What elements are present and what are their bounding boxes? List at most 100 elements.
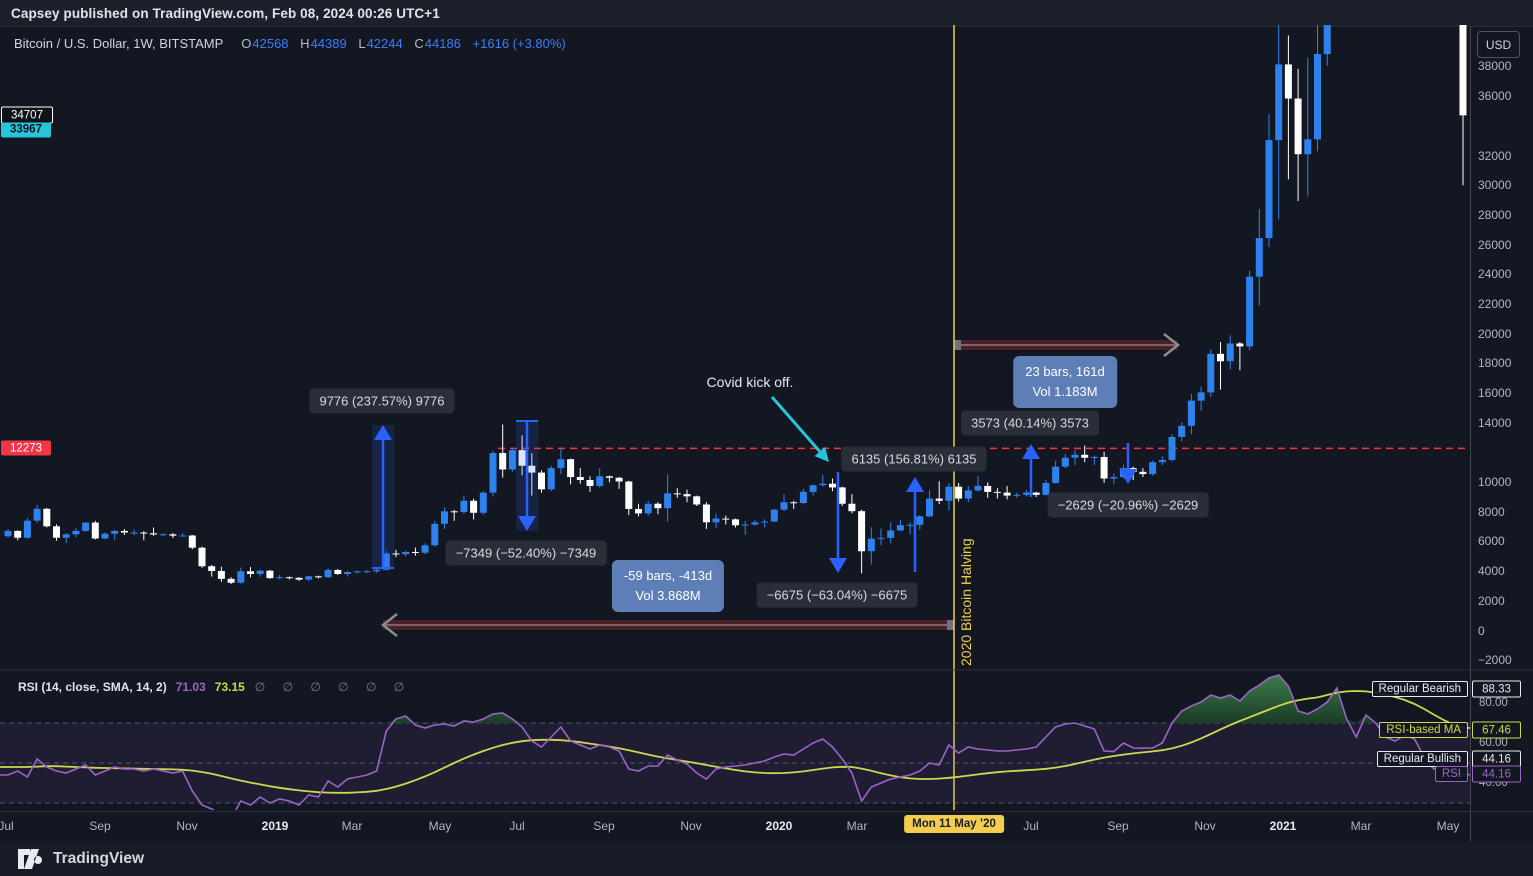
candle-body <box>799 491 807 504</box>
rsi-title[interactable]: RSI (14, close, SMA, 14, 2) <box>18 680 167 694</box>
candle-body <box>91 522 99 539</box>
candle-body <box>1158 459 1166 463</box>
candle-body <box>858 511 866 552</box>
candle-body <box>829 483 836 488</box>
covid-arrow-drawing[interactable] <box>770 396 829 462</box>
candle-body <box>1071 454 1079 458</box>
rsi-series-value: 67.46 <box>1472 721 1521 739</box>
candle-body <box>237 571 245 583</box>
covid-annotation[interactable]: Covid kick off. <box>706 374 794 390</box>
price-tick-label: 2000 <box>1478 593 1505 608</box>
halving-line-label[interactable]: 2020 Bitcoin Halving <box>958 538 974 666</box>
candle-body <box>441 511 448 524</box>
measure-value-label[interactable]: 3573 (40.14%) 3573 <box>961 410 1099 436</box>
candle-body <box>1023 492 1030 495</box>
measure-arrow-drawing[interactable] <box>1119 443 1137 484</box>
candle-body <box>576 477 584 480</box>
candle-body <box>693 496 701 505</box>
candle-body <box>596 476 604 486</box>
candle-body <box>1265 140 1273 239</box>
price-tick-label: 38000 <box>1478 59 1512 74</box>
measure-value-label[interactable]: 6135 (156.81%) 6135 <box>841 446 987 472</box>
rsi-overbought-fill <box>0 675 1463 723</box>
candle-body <box>1304 139 1312 155</box>
price-tick-label: −2000 <box>1478 653 1512 668</box>
candle-body <box>848 503 856 512</box>
price-axis[interactable]: 38000 36000 32000 30000 28000 26000 24000 22000… <box>1471 26 1533 841</box>
candle-body <box>295 577 303 580</box>
candle-body <box>460 500 468 513</box>
open-label: O <box>241 36 252 51</box>
time-tick-label: Sep <box>593 819 615 833</box>
candle-body <box>625 481 633 509</box>
price-tick-label: 24000 <box>1478 267 1512 282</box>
low-value: 42244 <box>366 36 403 51</box>
date-range-drawing[interactable] <box>380 613 954 637</box>
measure-arrow-drawing[interactable] <box>516 420 538 531</box>
measure-arrow-drawing[interactable] <box>829 472 847 573</box>
candle-body <box>208 566 216 571</box>
candle-body <box>664 493 672 509</box>
candle-body <box>712 518 720 523</box>
candle-body <box>877 537 885 539</box>
candle-body <box>479 492 487 513</box>
candle-body <box>392 553 400 555</box>
candle-body <box>1032 492 1040 495</box>
level-price-label: 12273 <box>1 440 51 456</box>
candle-body <box>1197 392 1205 401</box>
candle-body <box>470 500 478 513</box>
candle-body <box>1246 276 1254 347</box>
stat-line-volume: Vol 1.183M <box>1032 384 1098 399</box>
halving-date-tag[interactable]: Mon 11 May ’20 <box>904 815 1004 833</box>
date-range-drawing[interactable] <box>954 333 1181 357</box>
currency-toggle-button[interactable]: USD <box>1477 31 1520 58</box>
candle-body <box>964 490 972 499</box>
time-tick-label: 2020 <box>765 819 793 833</box>
candle-body <box>508 450 516 470</box>
price-tick-label: 20000 <box>1478 326 1512 341</box>
rsi-series-chip[interactable]: Regular Bullish <box>1376 751 1468 767</box>
candle-body <box>945 486 953 501</box>
measure-value-label[interactable]: −7349 (−52.40%) −7349 <box>445 540 607 566</box>
candle-body <box>53 526 60 538</box>
candle-body <box>1061 457 1069 467</box>
measure-value-label[interactable]: −2629 (−20.96%) −2629 <box>1047 492 1209 518</box>
bars-volume-stat-box[interactable]: 23 bars, 161d Vol 1.183M <box>1013 356 1117 408</box>
measure-value-label[interactable]: 9776 (237.57%) 9776 <box>309 388 455 414</box>
candle-body <box>702 504 710 523</box>
candle-body <box>120 530 128 533</box>
rsi-series-chip[interactable]: RSI-based MA <box>1379 722 1468 738</box>
candle-body <box>1178 425 1186 437</box>
candle-body <box>809 485 817 492</box>
candle-body <box>276 577 284 579</box>
tradingview-logo-icon[interactable] <box>17 848 45 870</box>
measure-value-label[interactable]: −6675 (−63.04%) −6675 <box>756 582 918 608</box>
candle-body <box>635 508 642 514</box>
footer-brand-link[interactable]: TradingView <box>53 850 145 867</box>
bars-volume-stat-box[interactable]: -59 bars, -413d Vol 3.868M <box>611 560 725 612</box>
rsi-series-chip[interactable]: Regular Bearish <box>1371 681 1468 697</box>
candle-body <box>528 465 536 473</box>
symbol-title[interactable]: Bitcoin / U.S. Dollar, 1W, BITSTAMP <box>14 36 224 51</box>
time-tick-label: May <box>428 819 452 833</box>
secondary-price-label: 33967 <box>1 122 51 137</box>
rsi-axis-label: 80.00 <box>1479 697 1508 709</box>
candle-body <box>1255 238 1263 277</box>
publish-banner-link[interactable]: Capsey published on TradingView.com, Feb… <box>11 5 440 21</box>
candle-body <box>538 472 545 490</box>
candle-body <box>217 570 225 579</box>
candle-body <box>761 521 769 523</box>
price-tick-label: 8000 <box>1478 504 1505 519</box>
time-tick-label: 2019 <box>261 819 289 833</box>
time-axis[interactable]: Jul Sep Nov 2019 Mar May Jul Sep Nov 2020 Mar Jul Se… <box>0 812 1533 841</box>
measure-arrow-drawing[interactable] <box>906 477 924 572</box>
candle-body <box>159 534 167 536</box>
candle-body <box>605 476 613 478</box>
measure-arrow-drawing[interactable] <box>372 425 394 569</box>
price-tick-label: 32000 <box>1478 148 1512 163</box>
candle-body <box>751 522 759 525</box>
measure-arrow-drawing[interactable] <box>1022 444 1040 497</box>
rsi-series-chip[interactable]: RSI <box>1434 766 1468 782</box>
